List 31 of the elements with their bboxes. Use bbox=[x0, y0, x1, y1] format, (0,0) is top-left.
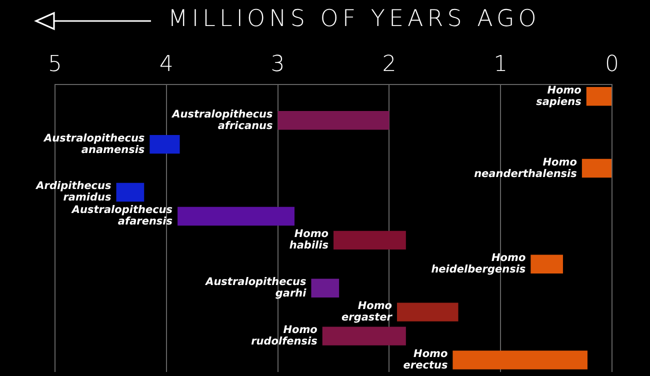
y-tick-label: Homo habilis bbox=[289, 228, 328, 252]
y-tick-label: Homo rudolfensis bbox=[251, 324, 318, 348]
bar bbox=[311, 278, 340, 298]
x-tick-label: 1 bbox=[494, 52, 508, 77]
bar bbox=[178, 206, 295, 226]
y-tick-label: Ardipithecus ramidus bbox=[35, 180, 112, 204]
bar bbox=[530, 254, 563, 274]
y-tick-label: Homo neanderthalensis bbox=[474, 156, 577, 180]
bar bbox=[150, 134, 180, 154]
y-tick-label: Australopithecus afarensis bbox=[70, 204, 173, 228]
y-tick-label: Homo heidelbergensis bbox=[431, 252, 526, 276]
bar bbox=[334, 230, 406, 250]
bar bbox=[586, 87, 612, 106]
y-tick-label: Australopithecus garhi bbox=[204, 276, 307, 300]
y-tick-label: Homo ergaster bbox=[342, 300, 393, 324]
y-tick-label: Australopithecus africanus bbox=[171, 108, 273, 132]
bar bbox=[397, 302, 458, 322]
x-tick-label: 3 bbox=[270, 52, 285, 77]
x-axis-title: MILLIONS OF YEARS AGO bbox=[168, 6, 540, 32]
x-tick-label: 2 bbox=[382, 52, 396, 77]
x-tick-label: 4 bbox=[159, 52, 174, 77]
bar bbox=[582, 158, 612, 178]
bar bbox=[452, 350, 588, 370]
y-tick-label: Homo sapiens bbox=[536, 84, 582, 108]
bar bbox=[278, 111, 390, 130]
y-tick-label: Homo erectus bbox=[403, 348, 448, 372]
bar bbox=[116, 182, 144, 202]
y-tick-label: Australopithecus anamensis bbox=[43, 132, 145, 156]
bar bbox=[322, 326, 406, 346]
x-tick-label: 5 bbox=[48, 52, 62, 77]
x-tick-label: 0 bbox=[605, 52, 619, 77]
